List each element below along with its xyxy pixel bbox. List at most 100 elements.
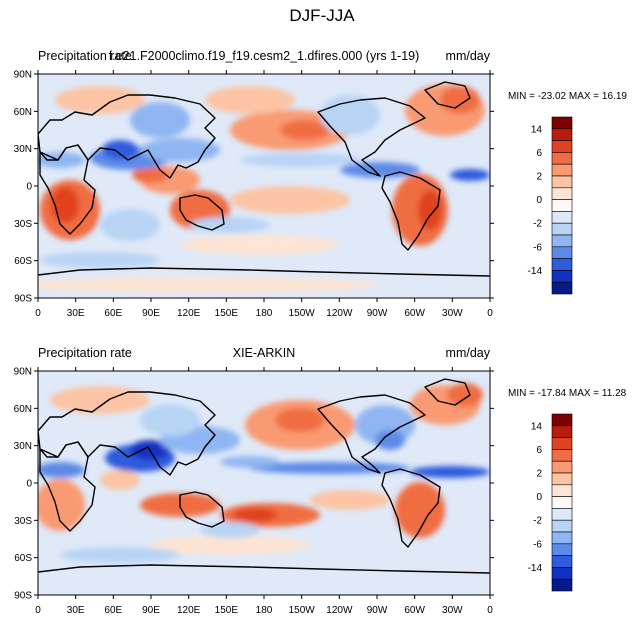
lat-tick-label: 90N — [14, 367, 32, 378]
lat-ticks: 90N 60N 30N 0 30S 60S 90S — [14, 367, 494, 602]
panel-center-label: f.e21.F2000climo.f19_f19.cesm2_1.dfires.… — [109, 49, 420, 63]
colorbar-swatch — [551, 128, 573, 141]
panel-units: mm/day — [446, 49, 491, 63]
lat-ticks: 90N 60N 30N 0 30S 60S 90S — [14, 70, 494, 305]
figure-title: DJF-JJA — [289, 6, 355, 25]
panel-obs: Precipitation rate XIE-ARKIN mm/day MIN … — [14, 346, 627, 616]
panel-units: mm/day — [446, 346, 491, 360]
colorbar-swatch — [551, 472, 573, 486]
lon-tick-label: 150E — [215, 605, 239, 616]
colorbar-label: -6 — [533, 242, 542, 253]
lon-tick-label: 60E — [104, 605, 122, 616]
colorbar-swatch — [551, 425, 573, 438]
colorbar-label: -6 — [533, 539, 542, 550]
lon-tick-label: 180 — [256, 308, 273, 319]
colorbar-swatch — [551, 234, 573, 248]
lon-tick-label: 0 — [487, 308, 493, 319]
panel-left-label: Precipitation rate — [38, 49, 132, 63]
lon-tick-label: 90E — [142, 308, 160, 319]
colorbar-swatch — [551, 246, 573, 259]
lon-tick-label: 60E — [104, 308, 122, 319]
lat-tick-label: 90S — [14, 294, 32, 305]
lon-ticks: 0 30E 60E 90E 120E 150E 180 150W 120W 90W 60W 30W 0 — [35, 367, 493, 616]
lon-tick-label: 30W — [442, 605, 463, 616]
colorbar-swatch — [551, 163, 573, 177]
lat-tick-label: 0 — [26, 479, 32, 490]
colorbar-swatch — [551, 460, 573, 474]
lon-tick-label: 90W — [367, 605, 388, 616]
colorbar-swatch — [551, 116, 573, 130]
panel-center-label: XIE-ARKIN — [233, 346, 296, 360]
lon-tick-label: 30E — [67, 605, 85, 616]
lat-tick-label: 30N — [14, 441, 32, 452]
colorbar-label: 0 — [536, 195, 542, 206]
colorbar-label: 2 — [536, 172, 542, 183]
colorbar-swatch — [551, 187, 573, 200]
panel-minmax: MIN = -17.84 MAX = 11.28 — [508, 388, 627, 399]
colorbar-label: 6 — [536, 445, 542, 456]
colorbar-swatch — [551, 211, 573, 224]
colorbar-label: -14 — [528, 266, 543, 277]
colorbar-swatch — [551, 567, 573, 580]
colorbar-swatch — [551, 199, 573, 212]
lon-tick-label: 180 — [256, 605, 273, 616]
colorbar: 14 6 2 0 -2 -6 -14 — [528, 413, 573, 592]
colorbar-label: -14 — [528, 563, 543, 574]
lon-tick-label: 90W — [367, 308, 388, 319]
lat-tick-label: 60S — [14, 256, 32, 267]
map-field — [38, 74, 490, 298]
lon-tick-label: 150E — [215, 308, 239, 319]
colorbar-label: 6 — [536, 148, 542, 159]
panel-minmax: MIN = -23.02 MAX = 16.19 — [508, 91, 627, 102]
lat-tick-label: 30S — [14, 516, 32, 527]
lon-tick-label: 0 — [35, 605, 41, 616]
lon-tick-label: 0 — [487, 605, 493, 616]
lon-tick-label: 30W — [442, 308, 463, 319]
lat-tick-label: 60S — [14, 553, 32, 564]
colorbar-label: 0 — [536, 492, 542, 503]
lat-tick-label: 90S — [14, 591, 32, 602]
colorbar-label: 14 — [531, 421, 543, 432]
lon-tick-label: 120E — [177, 308, 201, 319]
lon-tick-label: 120W — [326, 605, 353, 616]
colorbar-swatch — [551, 152, 573, 165]
lat-tick-label: 30N — [14, 144, 32, 155]
colorbar-swatch — [551, 449, 573, 462]
colorbar-swatch — [551, 543, 573, 556]
lat-tick-label: 0 — [26, 182, 32, 193]
colorbar-swatch — [551, 578, 573, 592]
lon-tick-label: 120W — [326, 308, 353, 319]
lat-tick-label: 30S — [14, 219, 32, 230]
lon-ticks: 0 30E 60E 90E 120E 150E 180 150W 120W 90W 60W 30W 0 — [35, 70, 493, 319]
colorbar-label: 2 — [536, 469, 542, 480]
lon-tick-label: 150W — [289, 605, 316, 616]
colorbar-swatch — [551, 437, 573, 450]
lon-tick-label: 150W — [289, 308, 316, 319]
colorbar-swatch — [551, 484, 573, 497]
colorbar-swatch — [551, 519, 573, 533]
lat-tick-label: 60N — [14, 107, 32, 118]
colorbar-swatch — [551, 531, 573, 545]
lon-tick-label: 0 — [35, 308, 41, 319]
colorbar-label: 14 — [531, 124, 543, 135]
lon-tick-label: 120E — [177, 605, 201, 616]
colorbar-swatch — [551, 413, 573, 427]
colorbar-label: -2 — [533, 219, 542, 230]
colorbar-swatch — [551, 281, 573, 295]
colorbar-swatch — [551, 140, 573, 153]
colorbar-label: -2 — [533, 516, 542, 527]
map-field — [38, 371, 490, 595]
colorbar-swatch — [551, 508, 573, 521]
colorbar-swatch — [551, 270, 573, 283]
lon-tick-label: 60W — [404, 605, 425, 616]
lat-tick-label: 90N — [14, 70, 32, 81]
colorbar-swatch — [551, 496, 573, 509]
panel-model: Precipitation rate f.e21.F2000climo.f19_… — [14, 49, 628, 319]
colorbar-swatch — [551, 175, 573, 189]
colorbar: 14 6 2 0 -2 -6 -14 — [528, 116, 573, 295]
panel-left-label: Precipitation rate — [38, 346, 132, 360]
lon-tick-label: 30E — [67, 308, 85, 319]
lat-tick-label: 60N — [14, 404, 32, 415]
lon-tick-label: 60W — [404, 308, 425, 319]
